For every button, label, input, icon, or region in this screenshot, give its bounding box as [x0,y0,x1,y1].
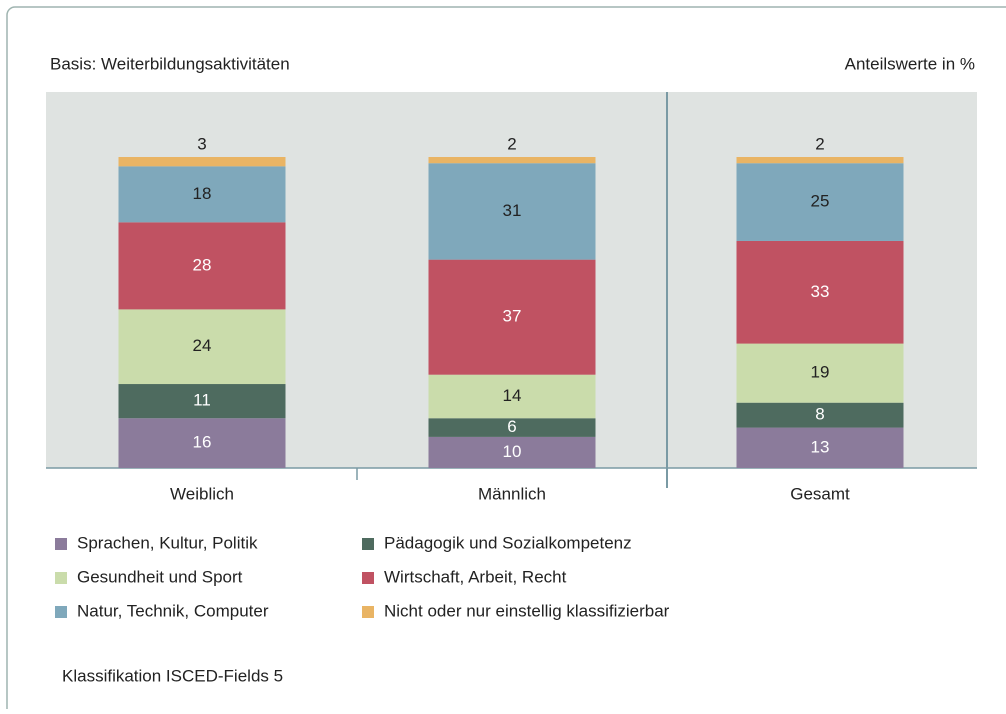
legend-swatch [55,538,67,550]
bar-segment [118,157,286,167]
value-label: 2 [507,134,516,153]
bar-segment [118,309,286,385]
x-tick-label: Männlich [478,484,546,503]
value-label: 11 [193,391,211,410]
x-tick-label: Gesamt [790,484,850,503]
subtitle: Basis: Weiterbildungsaktivitäten [50,54,290,73]
value-label: 10 [503,442,522,461]
value-label: 14 [503,386,522,405]
x-tick-label: Weiblich [170,484,234,503]
bar-segment [118,384,286,419]
bar-segment [428,163,596,260]
bar-segment [428,157,596,164]
value-label: 6 [507,417,516,436]
legend-swatch [362,538,374,550]
legend-label: Wirtschaft, Arbeit, Recht [384,567,567,586]
legend-swatch [362,572,374,584]
unit-label: Anteilswerte in % [845,54,975,73]
bar-segment [428,259,596,375]
legend-label: Natur, Technik, Computer [77,601,269,620]
bar-segment [118,166,286,223]
legend-label: Gesundheit und Sport [77,567,243,586]
bar-segment [428,436,596,468]
value-label: 28 [193,255,212,274]
value-label: 37 [503,307,522,326]
bar-segment [736,427,904,468]
value-label: 18 [193,184,212,203]
value-label: 3 [197,134,206,153]
bar-segment [118,222,286,310]
value-label: 25 [811,192,830,211]
value-label: 31 [503,201,522,220]
bar-segment [118,418,286,468]
value-label: 16 [193,433,212,452]
bar-segment [736,402,904,428]
bar-segment [736,240,904,344]
legend-swatch [55,606,67,618]
value-label: 33 [811,282,830,301]
legend-label: Nicht oder nur einstellig klassifizierba… [384,601,670,620]
bar-segment [736,163,904,241]
legend-swatch [55,572,67,584]
note: Klassifikation ISCED-Fields 5 [62,666,283,685]
value-label: 8 [815,405,824,424]
legend-swatch [362,606,374,618]
bar-segment [428,418,596,437]
bar-segment [736,157,904,164]
legend-label: Pädagogik und Sozialkompetenz [384,533,632,552]
bar-segment [428,374,596,419]
value-label: 19 [811,363,830,382]
bar-segment [736,343,904,403]
value-label: 13 [811,437,830,456]
value-label: 2 [815,134,824,153]
legend-label: Sprachen, Kultur, Politik [77,533,258,552]
value-label: 24 [193,336,212,355]
